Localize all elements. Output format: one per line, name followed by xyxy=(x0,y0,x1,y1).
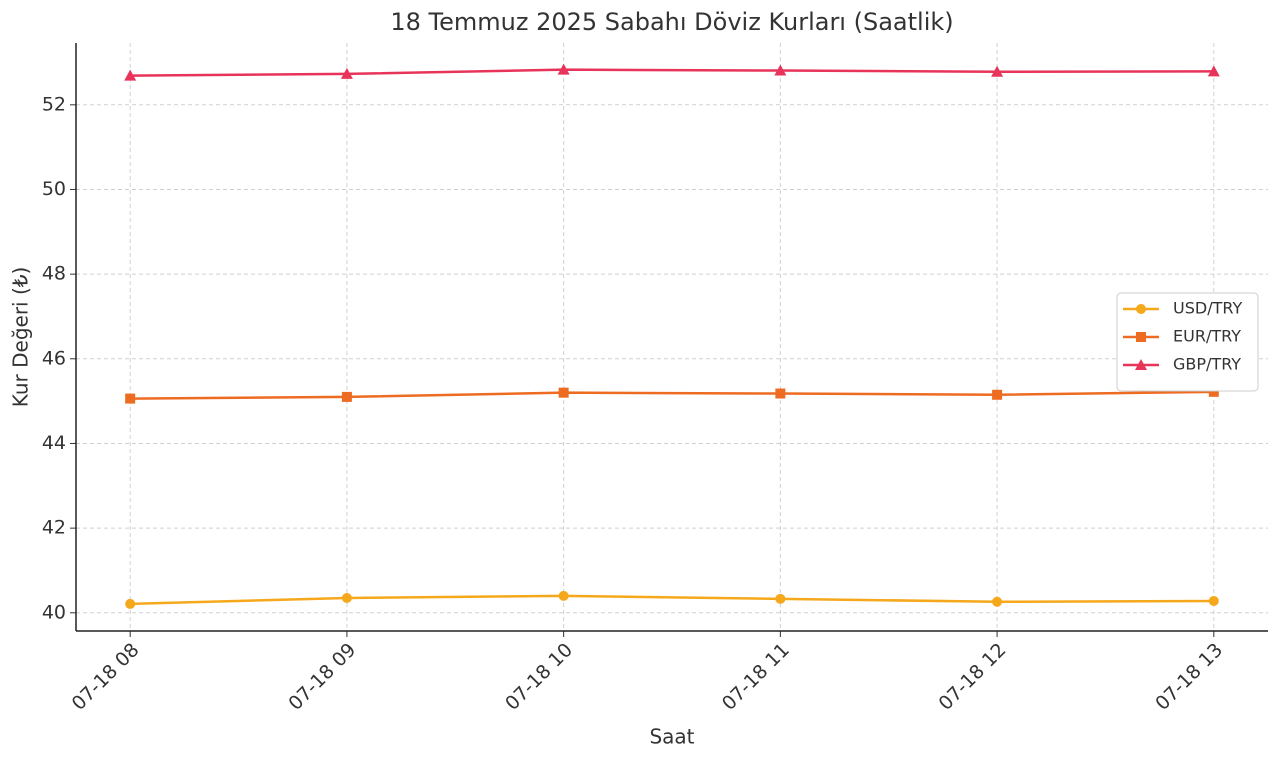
marker xyxy=(124,69,137,81)
y-tick-label: 50 xyxy=(42,178,66,200)
marker xyxy=(1136,332,1146,342)
y-tick-label: 48 xyxy=(42,263,66,285)
y-tick-label: 46 xyxy=(42,347,66,369)
marker xyxy=(775,388,786,399)
y-tick-label: 40 xyxy=(42,601,66,623)
marker xyxy=(341,592,352,603)
x-tick-label: 07-18 09 xyxy=(284,639,360,715)
marker xyxy=(125,598,136,609)
y-axis-label: Kur Değeri (₺) xyxy=(9,267,33,408)
marker xyxy=(1208,595,1219,606)
x-tick-label: 07-18 12 xyxy=(935,639,1011,715)
marker xyxy=(992,596,1003,607)
y-tick-label: 52 xyxy=(42,93,66,115)
y-tick-label: 42 xyxy=(42,517,66,539)
x-tick-label: 07-18 10 xyxy=(501,639,577,715)
legend-label: GBP/TRY xyxy=(1173,355,1241,374)
marker xyxy=(1136,304,1146,314)
data-line xyxy=(130,68,1214,77)
data-line xyxy=(130,390,1214,400)
marker xyxy=(341,391,352,402)
marker xyxy=(340,67,353,79)
y-tick-label: 44 xyxy=(42,432,66,454)
marker xyxy=(992,389,1003,400)
marker xyxy=(774,64,787,76)
marker xyxy=(991,65,1004,77)
marker xyxy=(775,593,786,604)
marker xyxy=(558,387,569,398)
legend-box xyxy=(1116,292,1259,392)
marker xyxy=(125,393,136,404)
chart-title: 18 Temmuz 2025 Sabahı Döviz Kurları (Saa… xyxy=(390,8,953,36)
x-tick-label: 07-18 13 xyxy=(1151,639,1227,715)
marker xyxy=(1208,386,1219,397)
legend-label: USD/TRY xyxy=(1173,299,1242,318)
marker xyxy=(558,590,569,601)
marker xyxy=(1135,359,1147,370)
x-tick-label: 07-18 08 xyxy=(68,639,144,715)
x-axis-label: Saat xyxy=(649,725,694,749)
legend-label: EUR/TRY xyxy=(1173,327,1241,346)
data-line xyxy=(130,594,1214,606)
marker xyxy=(557,63,570,75)
x-tick-label: 07-18 11 xyxy=(718,639,794,715)
marker xyxy=(1207,65,1220,77)
